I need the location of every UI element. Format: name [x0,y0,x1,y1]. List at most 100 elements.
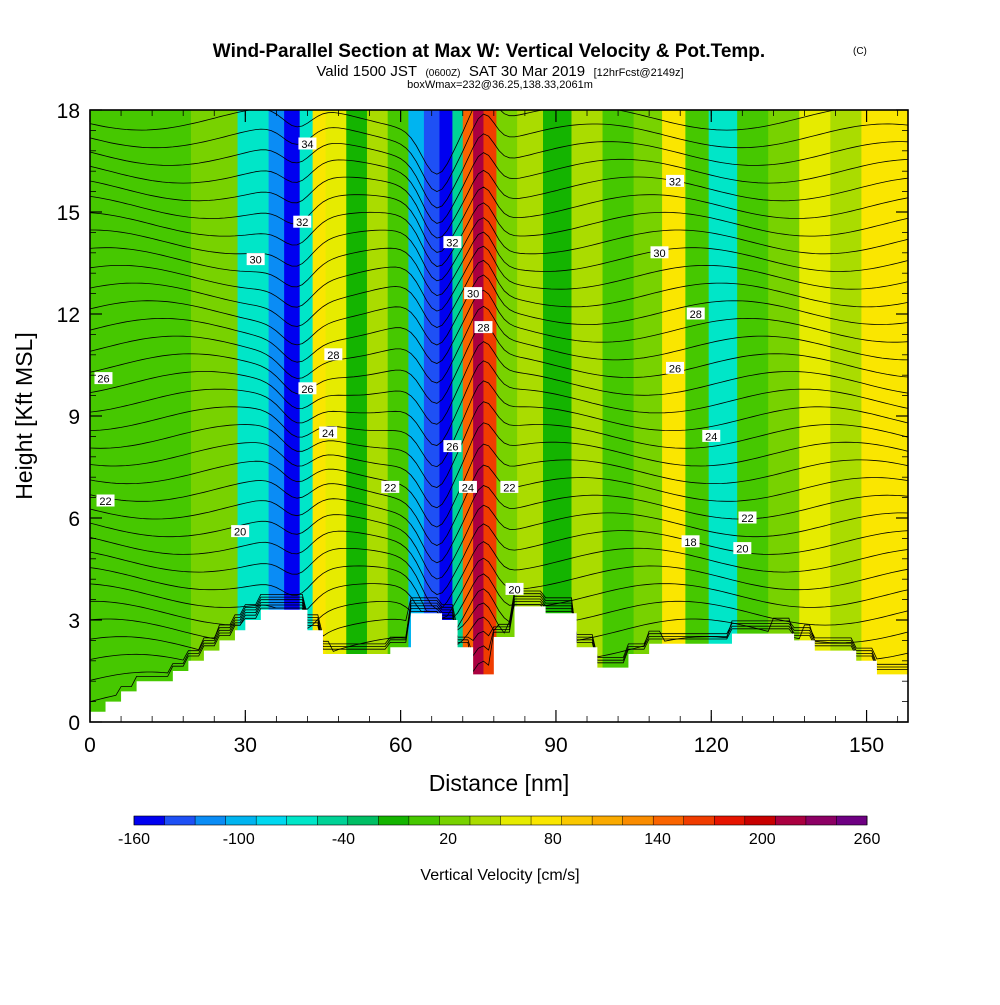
velocity-cell [768,110,801,722]
colorbar-tick-label: 80 [544,831,562,848]
isentrope-label-text: 26 [446,442,458,454]
isentrope-label: 18 [681,535,700,549]
colorbar-swatch [775,816,807,825]
velocity-cell [830,110,863,722]
isentrope-lines [90,110,908,702]
velocity-cell [483,110,498,722]
colorbar-swatch [164,816,196,825]
isentrope-line [90,217,908,282]
isentrope-label-text: 22 [503,482,515,494]
isentrope-label: 32 [443,236,462,250]
x-tick-label: 0 [84,734,96,757]
velocity-cell [284,110,301,722]
y-tick-label: 18 [57,100,80,123]
isentrope-label-text: 30 [653,248,665,260]
colorbar-title: Vertical Velocity [cm/s] [420,867,579,884]
y-tick-label: 12 [57,304,80,327]
velocity-cell [662,110,687,722]
box-info: boxWmax=232@36.25,138.33,2061m [407,79,593,91]
colorbar-swatch [622,816,654,825]
isentrope-label-text: 26 [669,363,681,375]
colorbar-swatch [469,816,501,825]
isentrope-line [90,401,908,488]
x-tick-label: 30 [234,734,257,757]
colorbar-tick-label: -40 [332,831,355,848]
copyright-mark: (C) [853,46,867,57]
isentrope-label: 22 [500,480,519,494]
colorbar-swatch [653,816,685,825]
isentrope-label-text: 20 [736,544,748,556]
velocity-cell [312,110,327,722]
isentrope-label-text: 20 [508,584,520,596]
isentrope-label-text: 24 [322,428,334,440]
isentrope-label-text: 32 [296,217,308,229]
y-tick-label: 15 [57,202,80,225]
isentrope-line [90,305,908,384]
colorbar-swatch [714,816,746,825]
isentrope-line [90,360,908,446]
valid-date: SAT 30 Mar 2019 [469,63,585,80]
colorbar-swatch [439,816,471,825]
velocity-cell [439,110,454,722]
velocity-cell [462,110,474,722]
isentrope-label-text: 22 [741,513,753,525]
isentrope-line [90,231,908,297]
isentrope-label-text: 28 [327,350,339,362]
x-tick-label: 120 [694,734,729,757]
colorbar-swatch [683,816,715,825]
valid-zulu: (0600Z) [425,68,460,79]
x-axis: 0 30 60 90 120 150 [84,110,899,757]
velocity-cell [708,110,738,722]
isentrope-line [90,464,908,546]
colorbar-tick-label: -100 [223,831,255,848]
isentrope-line [90,593,908,660]
isentrope-label-text: 28 [690,309,702,321]
velocity-cell [190,110,239,722]
isentrope-line [90,598,908,681]
velocity-cell [737,110,770,722]
colorbar-tick-label: 140 [644,831,671,848]
isentrope-label: 30 [246,253,265,267]
isentrope-label-text: 22 [99,496,111,508]
isentrope-label-text: 18 [684,537,696,549]
isentrope-label: 32 [293,215,312,229]
velocity-cell [861,110,894,722]
colorbar-swatch [134,816,165,825]
colorbar-swatch [408,816,440,825]
x-tick-label: 60 [389,734,412,757]
isentrope-line [90,259,908,328]
velocity-cell [452,110,464,722]
isentrope-label: 28 [324,348,343,362]
velocity-cell [387,110,410,722]
isentrope-label: 26 [443,440,462,454]
velocity-cell [366,110,389,722]
colorbar-swatch [225,816,257,825]
isentrope-label: 22 [738,511,757,525]
velocity-cell [144,110,192,722]
colorbar-swatch [805,816,837,825]
isentrope-label-text: 34 [301,139,313,151]
chart-title: Wind-Parallel Section at Max W: Vertical… [213,41,765,62]
isentrope-label: 20 [505,582,524,596]
isentrope-label: 28 [474,321,493,335]
isentrope-label-text: 26 [301,384,313,396]
isentrope-label-text: 24 [705,431,717,443]
colorbar-tick-label: -160 [118,831,150,848]
isentrope-line [90,274,908,346]
isentrope-label-text: 32 [446,238,458,250]
isentrope-label-text: 26 [97,374,109,386]
isentrope-line [90,422,908,509]
isentrope-label-text: 24 [462,482,474,494]
velocity-cell [105,110,146,722]
valid-prefix: Valid 1500 JST [316,63,417,80]
isentrope-label: 30 [464,287,483,301]
isentrope-label-text: 30 [250,255,262,267]
colorbar-swatch [347,816,379,825]
isentrope-label-text: 22 [384,482,396,494]
isentrope-line [90,152,908,224]
velocity-cell [685,110,710,722]
isentrope-label-text: 30 [467,289,479,301]
isentrope-label: 26 [94,372,113,386]
isentrope-line [90,573,908,619]
colorbar: -160 -100 -40 20 80 140 200 260 [118,815,880,848]
